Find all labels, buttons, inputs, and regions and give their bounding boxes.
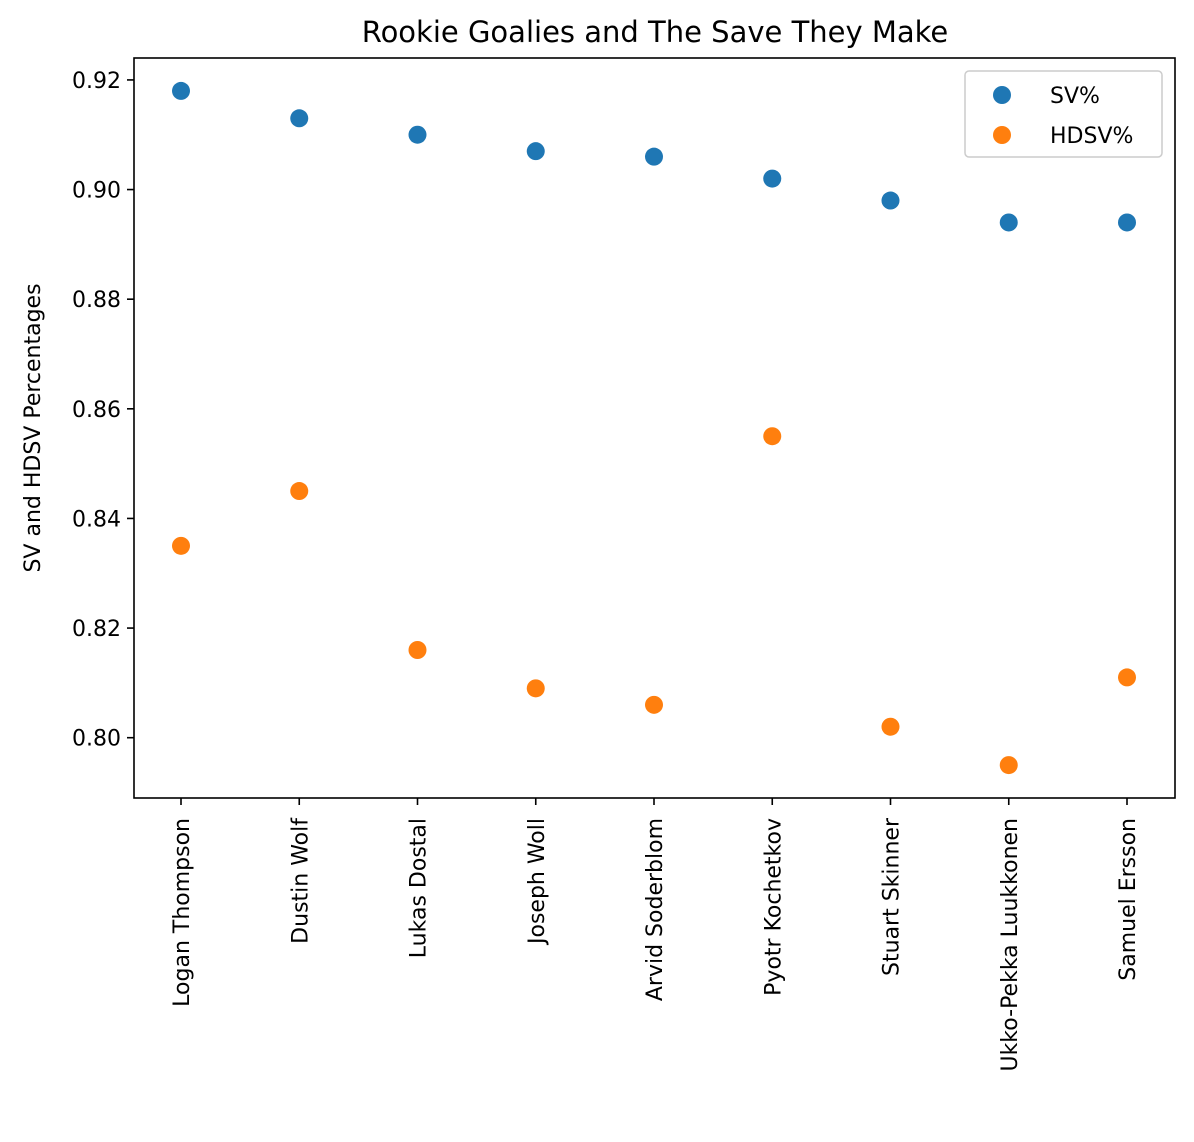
x-tick-label: Logan Thompson xyxy=(170,818,195,1007)
x-tick-label: Arvid Soderblom xyxy=(643,818,668,1001)
data-points xyxy=(172,81,1136,775)
y-tick-label: 0.88 xyxy=(72,288,121,313)
y-tick-label: 0.90 xyxy=(72,179,121,204)
point-sv-1 xyxy=(290,109,309,128)
y-tick-label: 0.80 xyxy=(72,727,121,752)
legend: SV% HDSV% xyxy=(964,70,1163,158)
legend-label: HDSV% xyxy=(1050,124,1133,149)
point-hdsv-8 xyxy=(1118,668,1136,687)
point-sv-8 xyxy=(1118,213,1136,232)
x-tick-label: Joseph Woll xyxy=(525,818,550,946)
point-sv-5 xyxy=(763,169,782,188)
point-hdsv-1 xyxy=(290,482,309,501)
point-hdsv-2 xyxy=(408,641,427,659)
point-hdsv-5 xyxy=(763,427,782,446)
point-sv-6 xyxy=(881,191,900,210)
chart-title: Rookie Goalies and The Save They Make xyxy=(362,15,949,49)
point-hdsv-6 xyxy=(881,717,900,736)
point-hdsv-0 xyxy=(172,536,190,555)
x-tick-label: Dustin Wolf xyxy=(288,817,313,944)
x-axis-ticks: Logan Thompson Dustin Wolf Lukas Dostal Jos… xyxy=(170,798,1141,1072)
x-tick-label: Pyotr Kochetkov xyxy=(761,818,786,996)
legend-marker xyxy=(993,126,1011,144)
y-tick-label: 0.82 xyxy=(72,617,121,642)
x-tick-label: Ukko-Pekka Luukkonen xyxy=(998,818,1023,1072)
y-axis-label: SV and HDSV Percentages xyxy=(21,283,46,572)
legend-label: SV% xyxy=(1050,84,1100,109)
point-hdsv-4 xyxy=(645,695,663,714)
x-tick-label: Lukas Dostal xyxy=(407,818,432,958)
y-tick-label: 0.86 xyxy=(72,398,121,423)
y-tick-label: 0.92 xyxy=(72,69,121,94)
point-hdsv-7 xyxy=(999,756,1018,775)
legend-box xyxy=(964,70,1163,158)
point-sv-0 xyxy=(172,81,190,100)
y-axis-ticks: 0.80 0.82 0.84 0.86 0.88 0.90 0.92 xyxy=(72,69,134,752)
point-hdsv-3 xyxy=(526,679,545,698)
point-sv-2 xyxy=(408,125,427,144)
point-sv-4 xyxy=(645,147,663,166)
point-sv-7 xyxy=(999,213,1018,232)
y-tick-label: 0.84 xyxy=(72,507,121,532)
legend-marker xyxy=(993,86,1011,104)
point-sv-3 xyxy=(526,142,545,161)
plot-frame xyxy=(133,57,1176,799)
x-tick-label: Stuart Skinner xyxy=(880,817,905,976)
x-tick-label: Samuel Ersson xyxy=(1116,818,1141,981)
